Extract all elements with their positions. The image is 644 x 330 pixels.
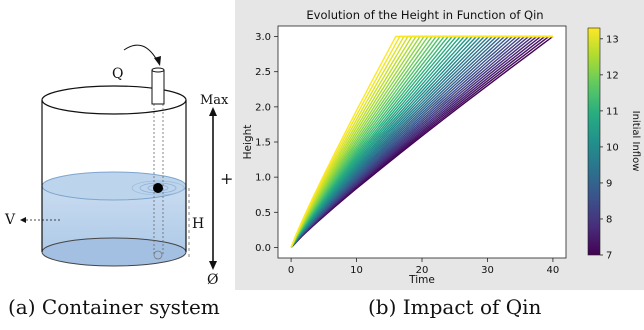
series-line <box>290 35 553 248</box>
water-bottom <box>41 237 187 267</box>
scale-arrow-down <box>209 261 217 270</box>
y-axis-label: Height <box>242 125 254 160</box>
x-tick-label: 30 <box>481 265 494 276</box>
label-q: Q <box>112 66 123 82</box>
caption-container-system: (a) Container system <box>8 295 220 319</box>
colorbar-tick-label: 7 <box>606 251 612 262</box>
container-diagram: Q V H Max + Ø <box>4 44 233 288</box>
y-tick-label: 2.0 <box>255 102 271 113</box>
inflow-arrow <box>123 44 159 63</box>
colorbar-tick-label: 10 <box>606 142 619 153</box>
y-tick-label: 2.5 <box>255 67 271 78</box>
y-tick-label: 1.0 <box>255 173 271 184</box>
colorbar <box>587 27 601 256</box>
colorbar-tick-label: 12 <box>606 70 619 81</box>
colorbar-tick-label: 9 <box>606 178 612 189</box>
scale-arrow-up <box>209 107 217 116</box>
height-chart: Evolution of the Height in Function of Q… <box>242 8 641 286</box>
x-tick-label: 0 <box>288 265 294 276</box>
float-ball <box>153 183 163 193</box>
label-zero: Ø <box>207 272 218 288</box>
colorbar-tick-label: 11 <box>606 106 619 117</box>
label-plus: + <box>220 169 233 188</box>
x-tick-label: 20 <box>416 265 429 276</box>
ripple <box>131 180 185 196</box>
y-tick-label: 0.0 <box>255 243 271 254</box>
volume-arrow-head <box>20 217 26 223</box>
series-group <box>290 35 554 248</box>
inlet-pipe-top <box>151 67 165 73</box>
label-max: Max <box>200 93 229 108</box>
colorbar-label: Initial Inflow <box>630 111 641 172</box>
y-tick-label: 3.0 <box>255 32 271 43</box>
colorbar-tick-label: 8 <box>606 214 612 225</box>
chart-panel: Evolution of the Height in Function of Q… <box>235 0 644 290</box>
x-axis-label: Time <box>408 274 435 286</box>
caption-impact-of-qin: (b) Impact of Qin <box>368 295 542 319</box>
inlet-pipe <box>151 69 165 105</box>
x-tick-label: 40 <box>547 265 560 276</box>
y-ticks: 0.0 0.5 1.0 1.5 2.0 2.5 3.0 <box>255 32 278 254</box>
sensor-tip <box>153 250 163 260</box>
colorbar-tick-label: 13 <box>606 34 619 45</box>
chart-title: Evolution of the Height in Function of Q… <box>306 8 543 22</box>
colorbar-ticks: 7 8 9 10 11 12 13 <box>600 34 619 262</box>
label-v: V <box>4 212 16 228</box>
y-tick-label: 1.5 <box>255 138 271 149</box>
y-tick-label: 0.5 <box>255 208 271 219</box>
x-tick-label: 10 <box>350 265 363 276</box>
x-ticks: 0 10 20 30 40 <box>288 258 559 276</box>
label-h: H <box>192 216 204 232</box>
inflow-arrow-head <box>154 56 161 66</box>
